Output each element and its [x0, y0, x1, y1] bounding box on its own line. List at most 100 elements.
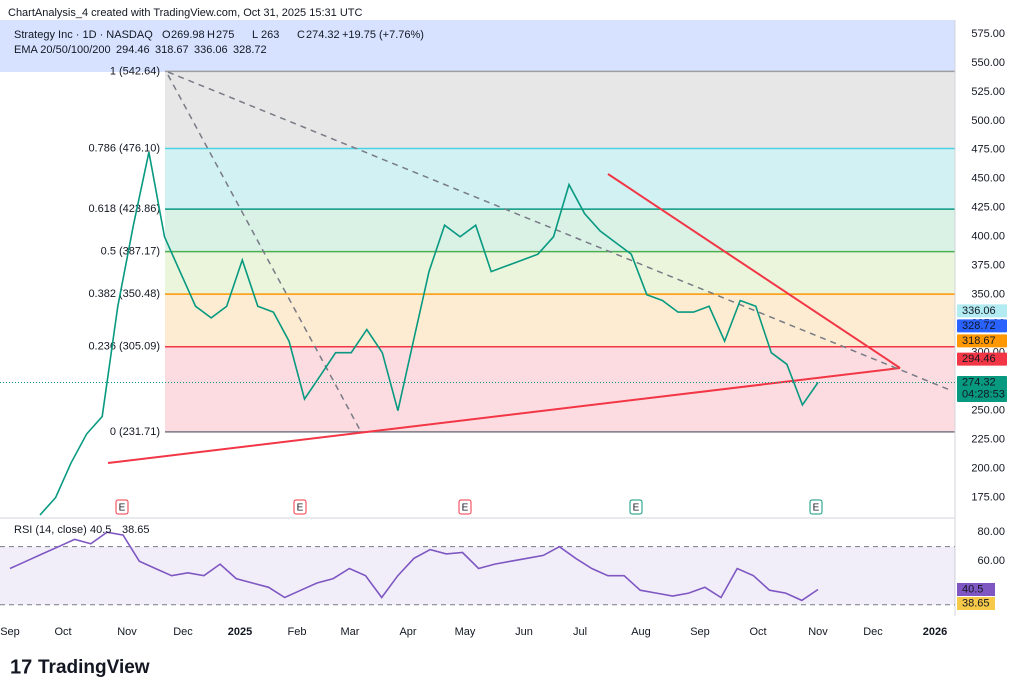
x-tick-label: Dec	[863, 626, 883, 638]
price-tag-label: 328.72	[962, 320, 996, 332]
price-tag	[957, 352, 1007, 366]
rsi-tag	[957, 583, 995, 596]
x-tick-label: Oct	[54, 626, 71, 638]
rsi-value: 40.5	[90, 524, 111, 536]
y-tick-label: 475.00	[971, 144, 1005, 156]
earnings-marker: E	[462, 503, 469, 514]
x-tick-label: Dec	[173, 626, 193, 638]
x-tick-label: Mar	[341, 626, 360, 638]
earnings-badge	[458, 499, 472, 515]
ema-value: 328.72	[233, 44, 267, 56]
fib-label: 0.5 (387.17)	[101, 246, 160, 258]
symbol-title: Strategy Inc · 1D · NASDAQ	[14, 29, 153, 41]
fib-band	[165, 148, 955, 210]
ema-value: 294.46	[116, 44, 150, 56]
x-tick-label: Sep	[0, 626, 20, 638]
ema-value: 336.06	[194, 44, 228, 56]
y-tick-label: 525.00	[971, 86, 1005, 98]
fib-label: 0.786 (476.10)	[88, 142, 160, 154]
y-tick-label: 200.00	[971, 463, 1005, 475]
fib-band	[165, 251, 955, 295]
ohlc-key: C	[297, 29, 305, 41]
x-tick-label: Aug	[631, 626, 651, 638]
ohlc-value: 275	[216, 29, 234, 41]
earnings-badge	[809, 499, 823, 515]
countdown: 04:28:53	[962, 388, 1005, 400]
rsi-tick-label: 60.00	[977, 555, 1005, 567]
earnings-marker: E	[633, 503, 640, 514]
price-line	[39, 152, 819, 516]
y-tick-label: 250.00	[971, 405, 1005, 417]
rsi-label: RSI (14, close)	[14, 524, 87, 536]
earnings-marker: E	[119, 503, 126, 514]
logo-text: TradingView	[38, 657, 150, 678]
y-tick-label: 425.00	[971, 202, 1005, 214]
ohlc-key: L	[252, 29, 258, 41]
x-tick-label: Jul	[573, 626, 587, 638]
price-tag-label: 336.06	[962, 305, 996, 317]
ohlc-value: 263	[261, 29, 279, 41]
ema-label: EMA 20/50/100/200	[14, 44, 111, 56]
ohlc-key: H	[207, 29, 215, 41]
fib-band	[165, 294, 955, 347]
rsi-tag-label: 40.5	[962, 583, 983, 595]
y-tick-label: 550.00	[971, 57, 1005, 69]
x-tick-label: Oct	[749, 626, 766, 638]
fib-label: 0.236 (305.09)	[88, 341, 160, 353]
top-band	[0, 20, 955, 72]
price-tag	[957, 334, 1007, 348]
ohlc-value: 274.32	[306, 29, 340, 41]
y-tick-label: 350.00	[971, 289, 1005, 301]
y-tick-label: 175.00	[971, 492, 1005, 504]
rsi-ma-tag-label: 38.65	[962, 597, 990, 609]
price-tag-label: 318.67	[962, 335, 996, 347]
rsi-ma-tag	[957, 597, 995, 610]
x-tick-label: Nov	[117, 626, 137, 638]
price-tag	[957, 304, 1007, 318]
x-tick-label: Jun	[515, 626, 533, 638]
dashed-trend	[167, 71, 951, 391]
change: +19.75 (+7.76%)	[342, 29, 424, 41]
ohlc-value: 269.98	[171, 29, 205, 41]
x-tick-label: 2025	[228, 626, 252, 638]
price-tag-label: 294.46	[962, 353, 996, 365]
rsi-ma-value: 38.65	[122, 524, 150, 536]
price-tag	[957, 319, 1007, 333]
logo-mark: 17	[10, 656, 32, 678]
fib-label: 0.382 (350.48)	[88, 288, 160, 300]
rsi-band	[0, 546, 955, 605]
earnings-badge	[293, 499, 307, 515]
fib-label: 1 (542.64)	[110, 65, 160, 77]
dashed-trend	[167, 74, 361, 431]
x-tick-label: Apr	[399, 626, 416, 638]
price-tag-label: 274.32	[962, 376, 996, 388]
y-tick-label: 225.00	[971, 434, 1005, 446]
fib-band	[165, 346, 955, 432]
y-tick-label: 575.00	[971, 28, 1005, 40]
y-tick-label: 400.00	[971, 231, 1005, 243]
ema-value: 318.67	[155, 44, 189, 56]
earnings-badge	[629, 499, 643, 515]
fib-label: 0 (231.71)	[110, 426, 160, 438]
x-tick-label: May	[455, 626, 476, 638]
x-tick-label: Nov	[808, 626, 828, 638]
x-tick-label: Sep	[690, 626, 710, 638]
fib-band	[165, 71, 955, 149]
resistance-line	[607, 173, 901, 369]
earnings-marker: E	[813, 503, 820, 514]
ohlc-key: O	[162, 29, 171, 41]
x-tick-label: 2026	[923, 626, 947, 638]
price-tag	[957, 375, 1007, 402]
fib-label: 0.618 (423.86)	[88, 203, 160, 215]
y-tick-label: 500.00	[971, 115, 1005, 127]
support-line	[107, 367, 901, 464]
earnings-marker: E	[297, 503, 304, 514]
x-tick-label: Feb	[288, 626, 307, 638]
rsi-tick-label: 80.00	[977, 526, 1005, 538]
logo: 17 TradingView	[10, 656, 150, 678]
attribution: ChartAnalysis_4 created with TradingView…	[8, 7, 362, 19]
y-tick-label: 450.00	[971, 173, 1005, 185]
y-tick-label: 375.00	[971, 260, 1005, 272]
earnings-badge	[115, 499, 129, 515]
